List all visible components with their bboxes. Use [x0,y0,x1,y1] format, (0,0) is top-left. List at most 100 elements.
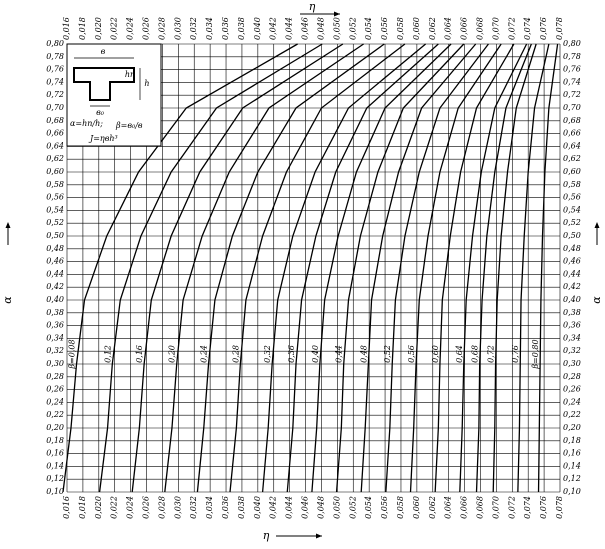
y-tick-label: 0,66 [563,129,581,138]
y-tick-label: 0,60 [563,167,581,176]
x-tick-label: 0,030 [173,17,182,40]
y-tick-label: 0,52 [563,218,581,227]
y-tick-label: 0,58 [46,180,64,189]
x-tick-label: 0,016 [62,496,71,519]
y-tick-label: 0,74 [46,77,64,86]
y-tick-label: 0,16 [46,449,64,458]
inset-label: hп [125,70,135,79]
x-axis-label: η [309,0,316,13]
y-tick-label: 0,14 [46,461,64,470]
y-tick-label: 0,30 [46,359,64,368]
x-tick-label: 0,024 [126,17,135,40]
y-tick-label: 0,46 [46,257,64,266]
y-tick-label: 0,70 [563,103,581,112]
curve [164,43,364,493]
x-tick-label: 0,066 [460,17,469,40]
x-tick-label: 0,026 [142,496,151,519]
y-tick-label: 0,36 [46,321,64,330]
y-tick-label: 0,64 [563,141,581,150]
y-tick-label: 0,32 [46,346,64,355]
y-tick-label: 0,80 [46,39,64,48]
x-tick-label: 0,058 [396,17,405,40]
x-tick-label: 0,074 [523,496,532,519]
y-tick-label: 0,40 [563,295,581,304]
x-axis-label: η [263,529,270,542]
y-tick-label: 0,62 [46,154,64,163]
x-tick-label: 0,028 [157,496,166,519]
x-tick-label: 0,034 [205,496,214,519]
y-tick-label: 0,54 [563,205,581,214]
y-tick-label: 0,22 [46,410,64,419]
y-tick-label: 0,42 [46,282,64,291]
y-tick-label: 0,76 [46,65,64,74]
curve [196,43,385,493]
y-tick-label: 0,34 [46,333,64,342]
x-tick-label: 0,030 [173,496,182,519]
x-tick-label: 0,036 [221,17,230,40]
x-tick-label: 0,042 [269,496,278,519]
y-tick-label: 0,22 [563,410,581,419]
curve-label: 0,32 [263,345,272,363]
y-tick-label: 0,14 [563,461,581,470]
y-tick-label: 0,62 [563,154,581,163]
y-tick-label: 0,80 [563,39,581,48]
x-tick-label: 0,068 [475,17,484,40]
x-tick-label: 0,050 [332,496,341,519]
y-tick-label: 0,12 [46,474,64,483]
x-tick-label: 0,018 [78,17,87,40]
y-tick-label: 0,10 [563,487,581,496]
x-tick-label: 0,032 [189,496,198,519]
x-tick-label: 0,050 [332,17,341,40]
y-tick-label: 0,20 [46,423,64,432]
y-tick-label: 0,24 [563,397,581,406]
y-tick-label: 0,64 [46,141,64,150]
x-tick-label: 0,046 [301,17,310,40]
y-tick-label: 0,38 [563,308,581,317]
y-tick-label: 0,26 [46,385,64,394]
x-tick-label: 0,060 [412,496,421,519]
curve-label: 0,72 [487,345,496,363]
x-tick-label: 0,028 [157,17,166,40]
y-tick-label: 0,68 [563,116,581,125]
x-tick-label: 0,026 [142,17,151,40]
x-tick-label: 0,044 [285,17,294,40]
curve-label: 0,24 [200,345,209,363]
curve [286,43,439,493]
inset: в hп h в₀ α=hп/h; β=в₀/в J=ηвh³ [66,43,162,147]
x-tick-label: 0,052 [348,496,357,519]
y-tick-label: 0,20 [563,423,581,432]
y-tick-label: 0,18 [563,436,581,445]
y-tick-label: 0,76 [563,65,581,74]
curve [475,43,532,493]
curve [261,43,427,493]
y-tick-label: 0,54 [46,205,64,214]
x-tick-label: 0,032 [189,17,198,40]
arrow-head [316,533,322,539]
curve [385,43,489,493]
x-tick-label: 0,046 [301,496,310,519]
curve-label: 0,48 [359,345,368,363]
x-tick-label: 0,016 [62,17,71,40]
x-tick-label: 0,022 [110,17,119,40]
arrow-head [5,222,11,228]
curve-label: 0,52 [383,345,392,363]
x-tick-label: 0,040 [253,496,262,519]
x-tick-label: 0,078 [555,17,564,40]
curve [409,43,502,493]
curve [98,43,323,493]
curve-label: β=0,80 [531,339,540,369]
x-tick-label: 0,072 [507,496,516,519]
x-tick-label: 0,066 [460,496,469,519]
inset-label: J=ηвh³ [88,134,118,143]
curve-label: 0,68 [471,345,480,363]
curve [492,43,537,493]
inset-label: β=в₀/в [115,121,143,130]
y-tick-label: 0,24 [46,397,64,406]
x-tick-label: 0,062 [428,496,437,519]
curve [229,43,406,493]
x-tick-label: 0,074 [523,17,532,40]
y-tick-label: 0,28 [563,372,581,381]
y-tick-label: 0,58 [563,180,581,189]
y-tick-label: 0,28 [46,372,64,381]
